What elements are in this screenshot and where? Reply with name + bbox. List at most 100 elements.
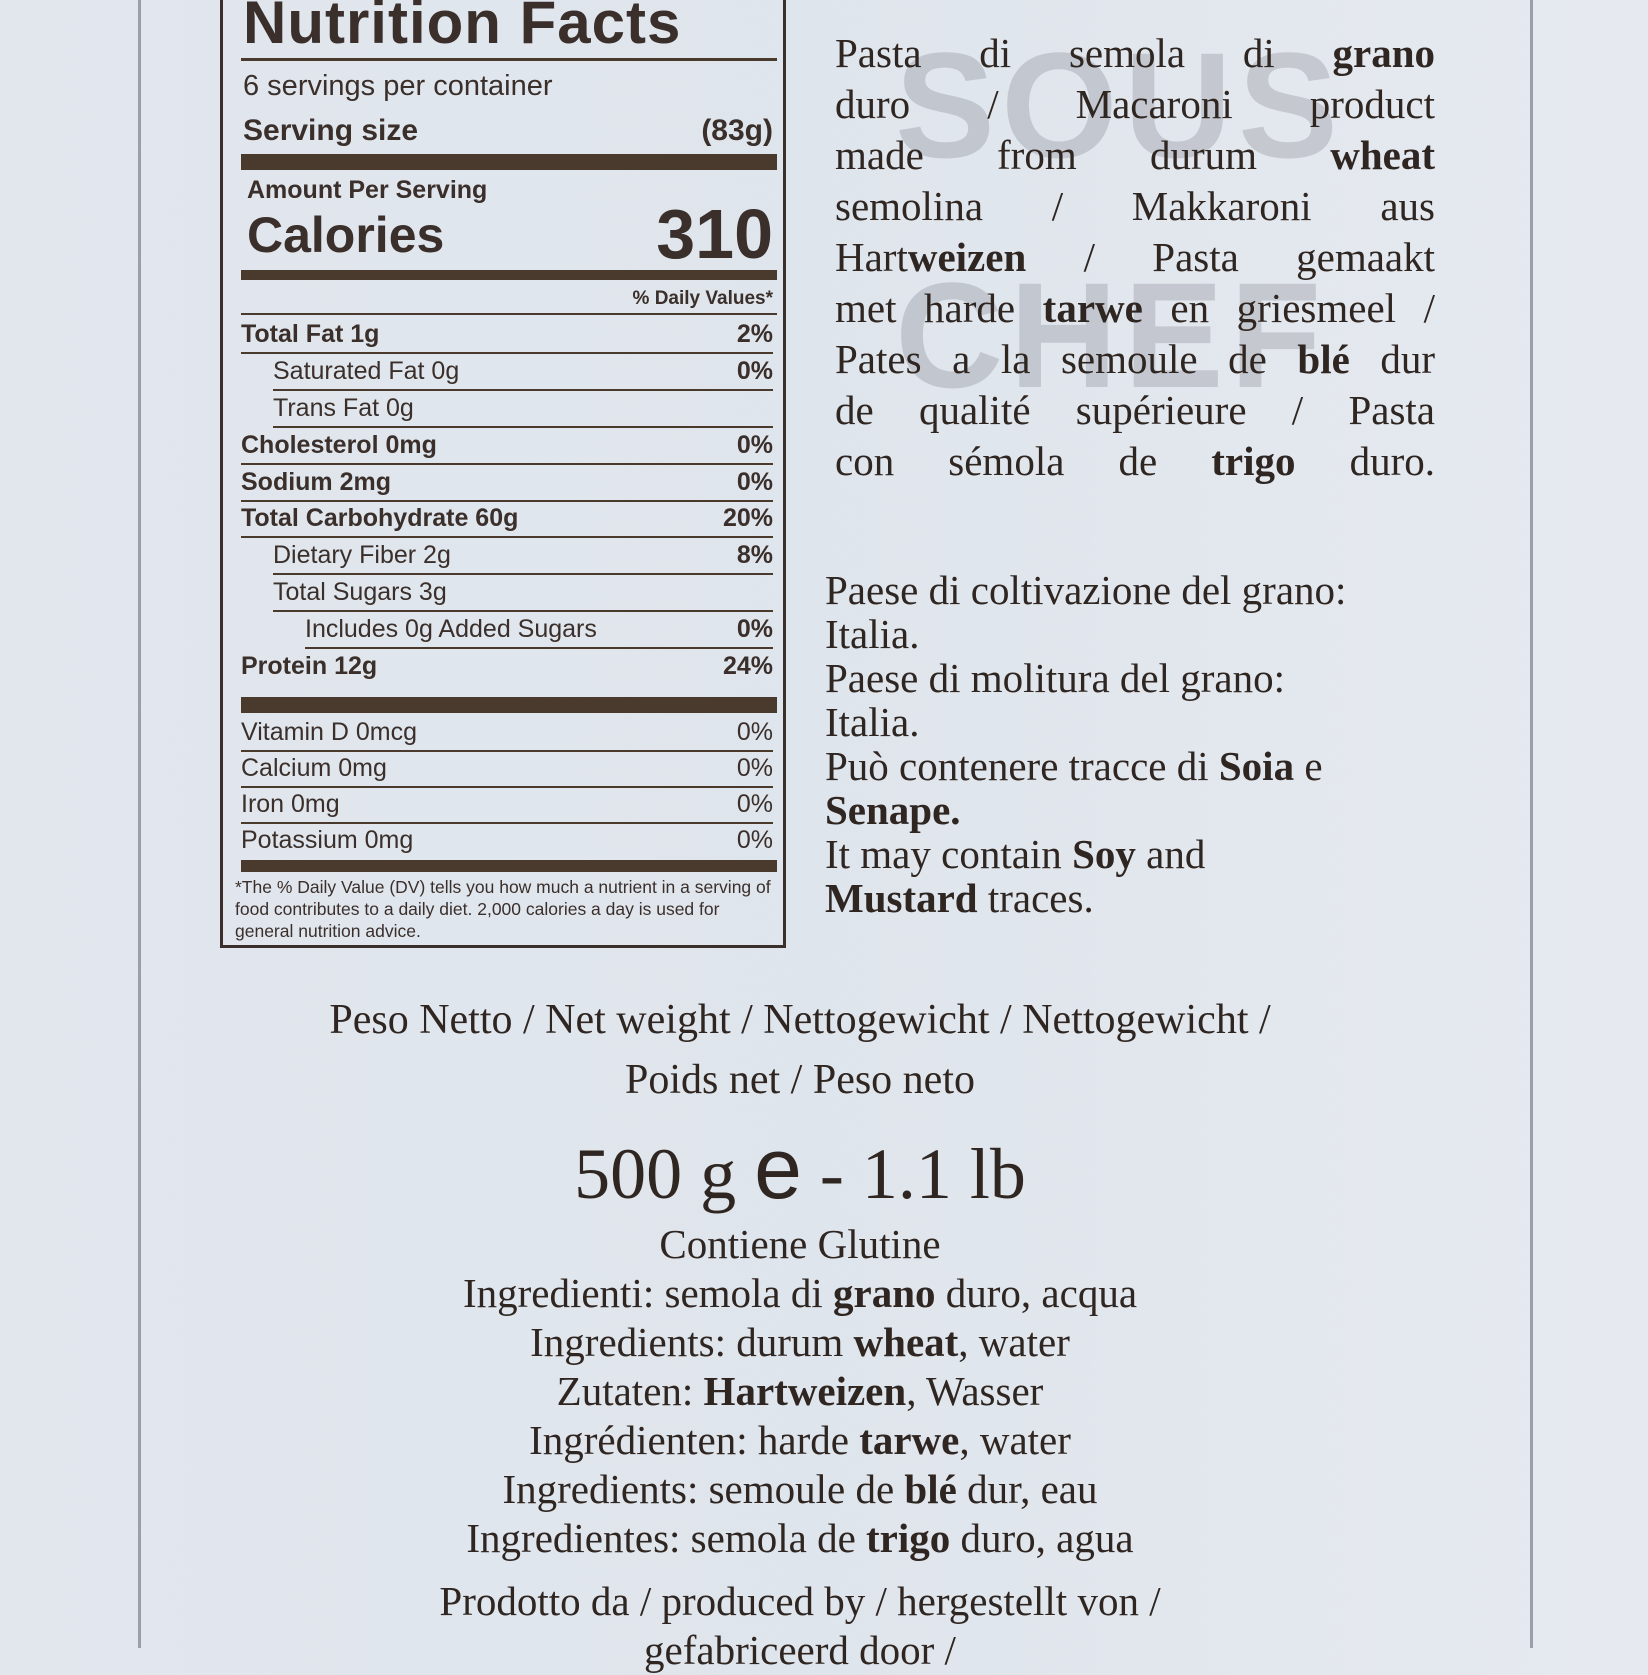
nutrient-row: Trans Fat 0g — [273, 390, 773, 428]
text-segment: , Wasser — [906, 1368, 1044, 1414]
text-line: Paese di coltivazione del grano: — [825, 568, 1346, 612]
text-line: semolina / Makkaroni aus — [835, 181, 1435, 232]
text-segment: Ingredientes: semola de — [466, 1515, 867, 1561]
text-segment: / Pasta gemaakt — [1026, 234, 1435, 280]
origin-allergen-info: Paese di coltivazione del grano: Italia. P… — [825, 568, 1346, 920]
text-line: Senape. — [825, 788, 1346, 832]
text-segment: tarwe — [859, 1417, 960, 1463]
text-segment: e — [1294, 743, 1323, 789]
text-segment: duro. — [1295, 438, 1435, 484]
nutrient-daily-value: 0% — [736, 467, 773, 496]
nutrient-daily-value: 0% — [736, 614, 773, 643]
text-line: de qualité supérieure / Pasta — [835, 385, 1435, 436]
text-segment: Può contenere tracce di — [825, 743, 1219, 789]
text-line: Mustard traces. — [825, 876, 1346, 920]
text-segment: blé — [1297, 336, 1350, 382]
nutrient-row: Total Fat 1g 2% — [241, 316, 773, 354]
text-line: Pasta di semola di grano — [835, 28, 1435, 79]
text-segment: weizen — [907, 234, 1027, 280]
text-line: con sémola de trigo duro. — [835, 436, 1435, 487]
nutrition-title: Nutrition Facts — [243, 0, 682, 56]
text-segment: Hartweizen — [703, 1368, 907, 1414]
text-segment: grano — [1332, 30, 1436, 76]
weight-grams: 500 g — [574, 1134, 737, 1214]
net-weight-value: 500 g e - 1.1 lb — [200, 1120, 1400, 1219]
nutrient-label: Total Sugars 3g — [273, 577, 447, 606]
nutrient-label: Cholesterol 0mg — [241, 430, 437, 459]
text-line: duro / Macaroni product — [835, 79, 1435, 130]
nutrient-daily-value: 0% — [736, 430, 773, 459]
nutrient-daily-value: 0% — [736, 356, 773, 385]
thick-divider — [241, 860, 777, 872]
net-weight-label: Peso Netto / Net weight / Nettogewicht /… — [329, 997, 1271, 1043]
text-line: Paese di molitura del grano: — [825, 656, 1346, 700]
vitamin-daily-value: 0% — [736, 753, 773, 782]
text-segment: semolina / Makkaroni aus — [835, 183, 1435, 229]
watermark: SOUS — [895, 21, 1345, 189]
nutrient-row: Includes 0g Added Sugars 0% — [305, 611, 773, 649]
package-edge-right — [1530, 0, 1533, 1648]
servings-per-container: 6 servings per container — [243, 70, 553, 102]
text-segment: Italia. — [825, 611, 920, 657]
text-segment: It may contain — [825, 831, 1073, 877]
vitamin-row: Potassium 0mg 0% — [241, 822, 773, 858]
text-line: Contiene Glutine — [200, 1220, 1400, 1269]
text-segment: con sémola de — [835, 438, 1212, 484]
text-segment: , water — [958, 1319, 1070, 1365]
nutrient-label: Total Carbohydrate 60g — [241, 503, 519, 532]
nutrient-label: Saturated Fat 0g — [273, 356, 460, 385]
text-segment: Ingredienti: semola di — [462, 1270, 834, 1316]
serving-size-value: (83g) — [701, 114, 773, 147]
text-segment: Mustard — [825, 875, 978, 921]
text-segment: tarwe — [1042, 285, 1143, 331]
text-segment: Ingrédienten: harde — [529, 1417, 860, 1463]
product-description: Pasta di semola di grano duro / Macaroni … — [835, 28, 1435, 487]
vitamin-row: Iron 0mg 0% — [241, 786, 773, 824]
text-line: Zutaten: Hartweizen, Wasser — [200, 1367, 1400, 1416]
text-segment: Ingredients: semoule de — [502, 1466, 905, 1512]
text-segment: gefabriceerd door / — [644, 1627, 956, 1673]
text-line: Ingredients: semoule de blé dur, eau — [200, 1465, 1400, 1514]
calories-label: Calories — [247, 207, 445, 263]
vitamin-daily-value: 0% — [736, 717, 773, 746]
text-segment: duro, acqua — [935, 1270, 1138, 1316]
thick-divider — [241, 697, 777, 713]
divider — [241, 58, 777, 61]
text-segment: de qualité supérieure / Pasta — [835, 387, 1435, 433]
thick-divider — [241, 154, 777, 170]
text-segment: Prodotto da / produced by / hergestellt … — [439, 1578, 1161, 1624]
nutrient-label: Total Fat 1g — [241, 319, 380, 348]
text-line: It may contain Soy and — [825, 832, 1346, 876]
text-segment: Senape. — [825, 787, 961, 833]
text-segment: and — [1135, 831, 1206, 877]
text-segment: duro / Macaroni product — [835, 81, 1435, 127]
text-segment: Italia. — [825, 699, 920, 745]
text-segment: Paese di coltivazione del grano: — [825, 567, 1347, 613]
text-segment: blé — [904, 1466, 957, 1512]
daily-values-header: % Daily Values* — [632, 288, 773, 309]
text-line: Ingrédienten: harde tarwe, water — [200, 1416, 1400, 1465]
text-segment: Pates a la semoule de — [835, 336, 1298, 382]
text-segment: trigo — [1211, 438, 1296, 484]
vitamin-daily-value: 0% — [736, 825, 773, 854]
nutrient-label: Trans Fat 0g — [273, 393, 414, 422]
nutrient-daily-value: 8% — [736, 540, 773, 569]
divider — [241, 313, 777, 315]
text-segment: , water — [959, 1417, 1071, 1463]
text-segment: Paese di molitura del grano: — [825, 655, 1285, 701]
text-segment: dur — [1349, 336, 1435, 382]
text-line: Può contenere tracce di Soia e — [825, 744, 1346, 788]
text-segment: Pasta di semola di — [835, 30, 1333, 76]
vitamin-label: Potassium 0mg — [241, 825, 414, 854]
text-line: Pates a la semoule de blé dur — [835, 334, 1435, 385]
vitamin-label: Calcium 0mg — [241, 753, 387, 782]
text-line: Ingredienti: semola di grano duro, acqua — [200, 1269, 1400, 1318]
serving-size-label: Serving size — [243, 114, 419, 147]
nutrient-daily-value: 20% — [722, 503, 773, 532]
vitamin-label: Iron 0mg — [241, 789, 340, 818]
nutrient-label: Includes 0g Added Sugars — [305, 614, 597, 643]
text-segment: dur, eau — [956, 1466, 1098, 1512]
text-line: Ingredients: durum wheat, water — [200, 1318, 1400, 1367]
weight-pounds: - 1.1 lb — [819, 1134, 1026, 1214]
nutrient-daily-value: 2% — [736, 319, 773, 348]
